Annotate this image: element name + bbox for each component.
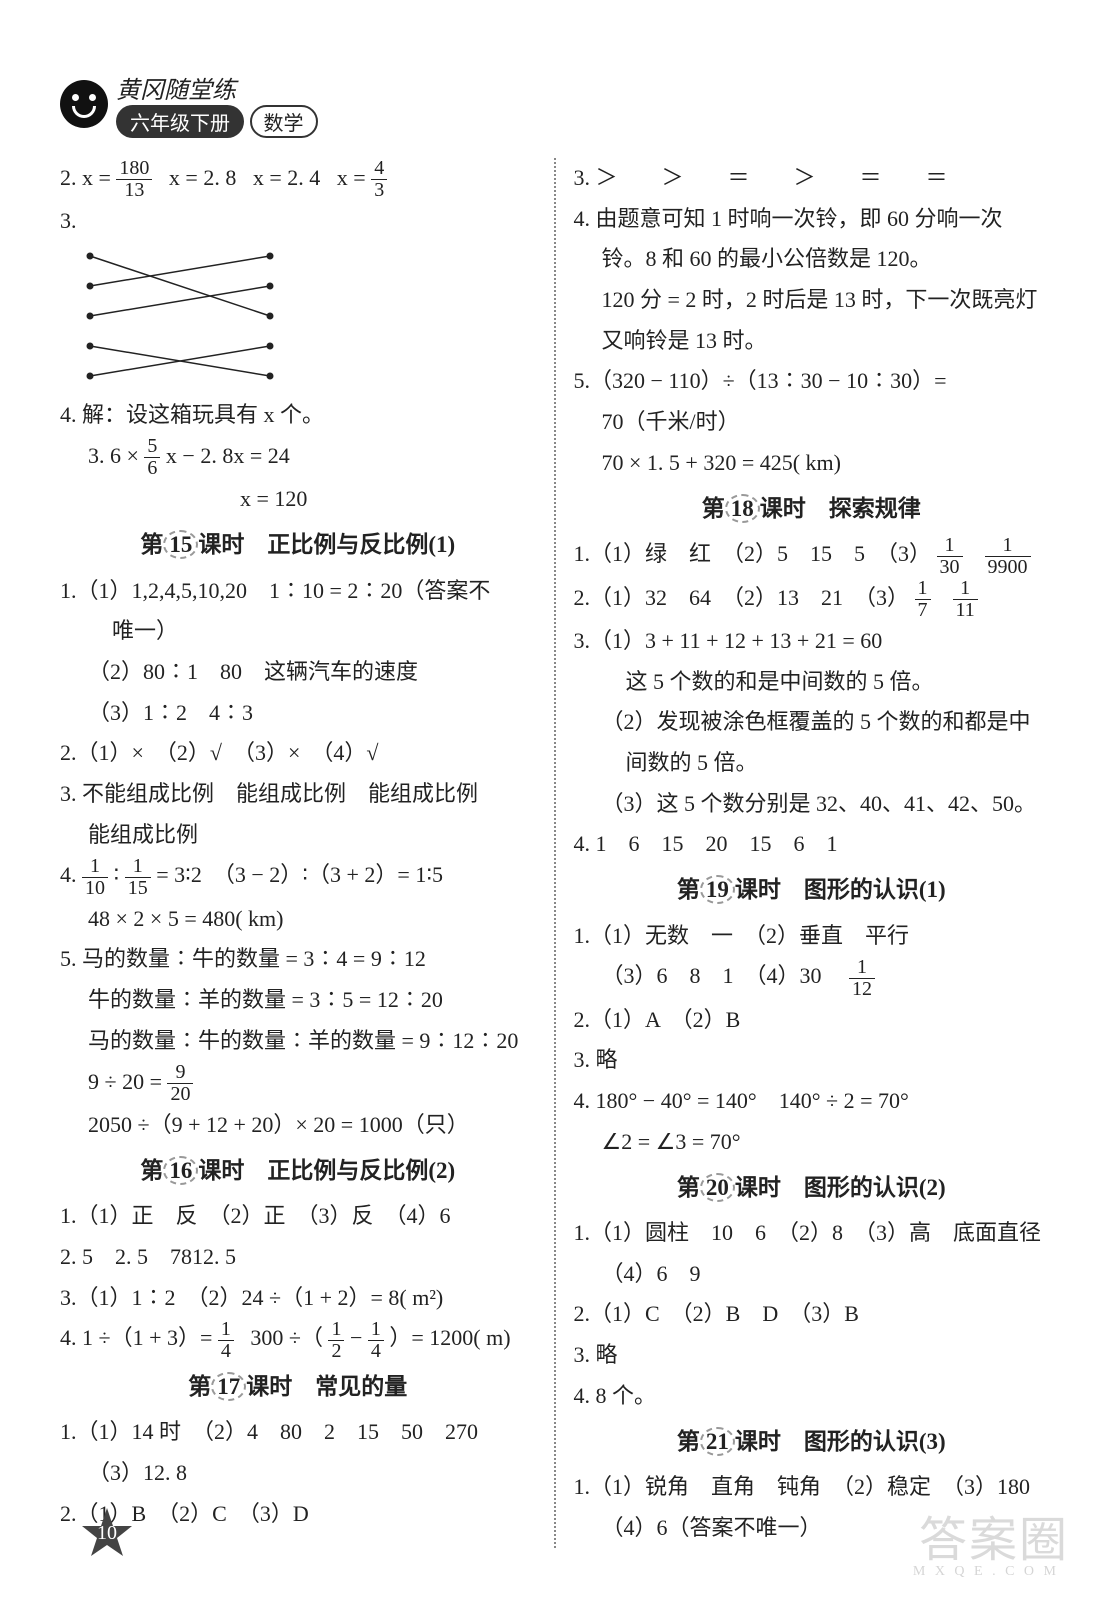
s15-q5-2: 牛的数量∶羊的数量 = 3∶5 = 12∶20: [60, 980, 536, 1021]
q2-frac2: 43: [371, 158, 387, 201]
s16-q3: 3.（1）1∶2 （2）24 ÷（1 + 2）= 8( m²): [60, 1278, 536, 1319]
s18-q3-5: （3）这 5 个数分别是 32、40、41、42、50。: [574, 784, 1050, 825]
r-q3: 3. ＞ ＞ ＝ ＞ ＝ ＝: [574, 158, 1050, 199]
s19-title: 第19课时 图形的认识(1): [574, 869, 1050, 912]
q2-frac1: 18013: [116, 158, 152, 201]
s21-title: 第21课时 图形的认识(3): [574, 1421, 1050, 1464]
subject-pill: 数学: [250, 105, 318, 138]
s17-q1-2: （3）12. 8: [60, 1453, 536, 1494]
q4-eq2: x = 120: [60, 479, 536, 520]
s15-q5-3: 马的数量∶牛的数量∶羊的数量 = 9∶12∶20: [60, 1021, 536, 1062]
s15-q1-2: （2）80∶1 80 这辆汽车的速度: [60, 652, 536, 693]
s15-q3a: 3. 不能组成比例 能组成比例 能组成比例: [60, 774, 536, 815]
s20-q3: 3. 略: [574, 1335, 1050, 1376]
matching-diagram: [80, 246, 280, 391]
s15-title: 第15课时 正比例与反比例(1): [60, 524, 536, 567]
s19-q1-1: 1.（1）无数 一 （2）垂直 平行: [574, 916, 1050, 957]
s15-q1-3: （3）1∶2 4∶3: [60, 693, 536, 734]
left-column: 2. x = 18013 x = 2. 8 x = 2. 4 x = 43 3.…: [60, 158, 536, 1548]
s16-q1: 1.（1）正 反 （2）正 （3）反 （4）6: [60, 1196, 536, 1237]
s18-q2: 2.（1）32 64 （2）13 21 （3） 17 111: [574, 578, 1050, 621]
s17-title: 第17课时 常见的量: [60, 1366, 536, 1409]
r-q4-4: 又响铃是 13 时。: [574, 321, 1050, 362]
q4-frac: 56: [144, 436, 160, 479]
watermark: 答案圈: [919, 1500, 1069, 1570]
s18-title: 第18课时 探索规律: [574, 488, 1050, 531]
s15-q5-4: 9 ÷ 20 = 920: [60, 1062, 536, 1105]
s15-q4: 4. 110 ∶ 115 = 3∶2 （3 − 2）∶（3 + 2）= 1∶5: [60, 855, 536, 898]
s18-q3-1: 3.（1）3 + 11 + 12 + 13 + 21 = 60: [574, 621, 1050, 662]
grade-pill: 六年级下册: [116, 105, 244, 138]
s20-title: 第20课时 图形的认识(2): [574, 1167, 1050, 1210]
r-q4-1: 4. 由题意可知 1 时响一次铃，即 60 分响一次: [574, 199, 1050, 240]
s15-q5-5: 2050 ÷（9 + 12 + 20）× 20 = 1000（只）: [60, 1105, 536, 1146]
q3-row: 3.: [60, 201, 536, 391]
s18-q3-3: （2）发现被涂色框覆盖的 5 个数的和都是中: [574, 702, 1050, 743]
s20-q4: 4. 8 个。: [574, 1376, 1050, 1417]
smiley-logo: [60, 80, 108, 128]
s19-q4-1: 4. 180° − 40° = 140° 140° ÷ 2 = 70°: [574, 1081, 1050, 1122]
page-number-badge: 10: [80, 1506, 134, 1560]
s20-q1-2: （4）6 9: [574, 1254, 1050, 1295]
r-q4-3: 120 分 = 2 时，2 时后是 13 时，下一次既亮灯: [574, 280, 1050, 321]
watermark-sub: M X Q E . C O M: [913, 1564, 1059, 1580]
page-header: 黄冈随堂练 六年级下册 数学: [60, 70, 1049, 138]
q2-p1a: x =: [82, 165, 111, 190]
s16-q2: 2. 5 2. 5 7812. 5: [60, 1237, 536, 1278]
brand-title: 黄冈随堂练: [116, 70, 318, 105]
page-number: 10: [97, 1522, 117, 1545]
right-column: 3. ＞ ＞ ＝ ＞ ＝ ＝ 4. 由题意可知 1 时响一次铃，即 60 分响一…: [554, 158, 1050, 1548]
content-columns: 2. x = 18013 x = 2. 8 x = 2. 4 x = 43 3.…: [60, 158, 1049, 1548]
s15-q5-1: 5. 马的数量∶牛的数量 = 3∶4 = 9∶12: [60, 939, 536, 980]
s16-q4: 4. 1 ÷（1 + 3）= 14 300 ÷（ 12 − 14 ）= 1200…: [60, 1318, 536, 1361]
q2-prefix: 2.: [60, 165, 77, 190]
r-q5-2: 70（千米/时）: [574, 402, 1050, 443]
s19-q1-2: （3）6 8 1 （4）30 112: [574, 956, 1050, 999]
q2-line: 2. x = 18013 x = 2. 8 x = 2. 4 x = 43: [60, 158, 536, 201]
r-q5-1: 5.（320 − 110）÷（13∶30 − 10∶30）=: [574, 361, 1050, 402]
r-q4-2: 铃。8 和 60 的最小公倍数是 120。: [574, 239, 1050, 280]
s20-q1-1: 1.（1）圆柱 10 6 （2）8 （3）高 底面直径: [574, 1213, 1050, 1254]
q2-p4a: x =: [337, 165, 366, 190]
s15-q4c: 48 × 2 × 5 = 480( km): [60, 899, 536, 940]
s17-q1-1: 1.（1）14 时 （2）4 80 2 15 50 270: [60, 1412, 536, 1453]
q4-eq1: 3. 6 × 56 x − 2. 8x = 24: [60, 436, 536, 479]
q4-1: 4. 解：设这箱玩具有 x 个。: [60, 395, 536, 436]
s15-q1-1: 1.（1）1,2,4,5,10,20 1∶10 = 2∶20（答案不: [60, 571, 536, 612]
s18-q3-4: 间数的 5 倍。: [574, 743, 1050, 784]
s18-q1: 1.（1）绿 红 （2）5 15 5 （3） 130 19900: [574, 534, 1050, 577]
s19-q3: 3. 略: [574, 1040, 1050, 1081]
r-q5-3: 70 × 1. 5 + 320 = 425( km): [574, 443, 1050, 484]
s16-title: 第16课时 正比例与反比例(2): [60, 1150, 536, 1193]
q2-p3: x = 2. 4: [253, 165, 320, 190]
s18-q4: 4. 1 6 15 20 15 6 1: [574, 824, 1050, 865]
s18-q3-2: 这 5 个数的和是中间数的 5 倍。: [574, 662, 1050, 703]
s20-q2: 2.（1）C （2）B D （3）B: [574, 1294, 1050, 1335]
s15-q1-1b: 唯一）: [60, 611, 536, 652]
q2-p2: x = 2. 8: [169, 165, 236, 190]
s19-q4-2: ∠2 = ∠3 = 70°: [574, 1122, 1050, 1163]
q3-label: 3.: [60, 208, 77, 233]
s15-q2: 2.（1）× （2）√ （3）× （4）√: [60, 733, 536, 774]
grade-subject-row: 六年级下册 数学: [116, 105, 318, 138]
s19-q2: 2.（1）A （2）B: [574, 1000, 1050, 1041]
s15-q3b: 能组成比例: [60, 815, 536, 856]
